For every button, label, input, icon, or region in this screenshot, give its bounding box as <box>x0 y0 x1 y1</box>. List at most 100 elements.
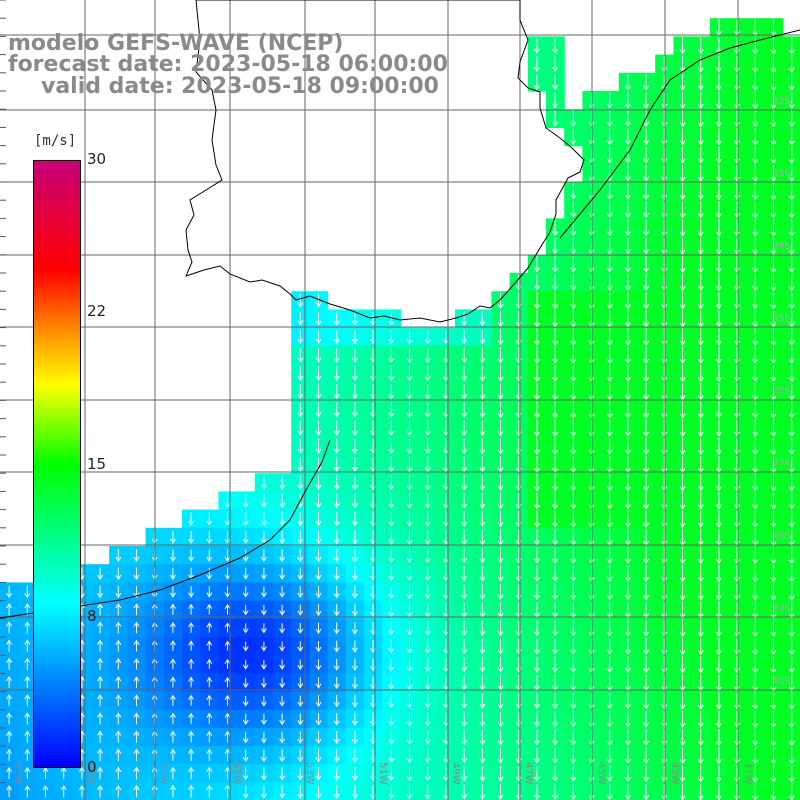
wind-arrow <box>552 638 559 655</box>
wind-arrow <box>97 694 104 707</box>
wind-arrow <box>279 785 286 799</box>
wind-arrow <box>715 201 722 219</box>
wind-arrow <box>497 310 504 328</box>
wind-arrow <box>570 492 577 510</box>
wind-arrow <box>406 438 413 455</box>
wind-arrow <box>388 657 395 672</box>
wind-arrow <box>406 566 413 582</box>
wind-arrow <box>388 730 395 745</box>
wind-arrow <box>97 567 104 581</box>
wind-arrow <box>697 419 704 437</box>
wind-arrow <box>133 712 140 725</box>
wind-arrow <box>133 658 140 670</box>
wind-arrow <box>297 622 304 634</box>
wind-arrow <box>169 658 176 670</box>
wind-arrow <box>752 146 759 164</box>
wind-arrow <box>734 91 741 110</box>
wind-arrow <box>388 402 395 418</box>
wind-arrow <box>315 713 322 726</box>
wind-arrow <box>697 601 704 619</box>
coastline-northeast <box>559 29 800 239</box>
wind-arrow <box>206 640 213 651</box>
wind-arrow <box>315 785 322 800</box>
wind-arrow <box>697 565 704 583</box>
wind-arrow <box>624 110 631 128</box>
wind-arrow <box>788 164 795 183</box>
wind-arrow <box>388 330 395 345</box>
wind-arrow <box>97 657 104 670</box>
wind-arrow <box>697 656 704 674</box>
wind-arrow <box>424 639 431 654</box>
colorbar-tick-22: 22 <box>87 302 107 320</box>
wind-arrow <box>624 183 631 200</box>
wind-arrow <box>770 182 777 201</box>
wind-arrow <box>133 549 140 562</box>
wind-arrow <box>606 583 613 601</box>
wind-arrow <box>351 766 358 781</box>
wind-arrow <box>643 237 650 255</box>
wind-arrow <box>297 438 304 454</box>
wind-arrow <box>752 182 759 201</box>
wind-arrow <box>260 695 267 707</box>
wind-arrow <box>570 292 577 310</box>
wind-arrow <box>424 657 431 673</box>
wind-arrow <box>679 146 686 164</box>
colorbar <box>33 160 81 768</box>
wind-arrow <box>533 56 540 73</box>
wind-arrow <box>679 128 686 146</box>
wind-arrow <box>424 748 431 764</box>
wind-arrow <box>570 256 577 273</box>
wind-arrow <box>406 456 413 473</box>
wind-arrow <box>643 74 650 91</box>
wind-arrow <box>169 530 176 544</box>
wind-arrow <box>552 219 559 237</box>
wind-arrow <box>788 182 795 201</box>
wind-arrow <box>752 765 759 783</box>
wind-arrow <box>297 659 304 671</box>
wind-arrow <box>661 565 668 583</box>
wind-arrow <box>206 676 213 688</box>
wind-arrow <box>752 510 759 528</box>
wind-arrow <box>169 712 176 725</box>
wind-arrow <box>333 330 340 345</box>
wind-arrow <box>570 328 577 346</box>
axis-labels: 61W 59W 57W 55W 53W 51W 49W 47W 45W 43W 41W 32S 33S 3… <box>12 96 791 785</box>
wind-arrow <box>697 146 704 164</box>
wind-arrow <box>461 748 468 764</box>
wind-arrow <box>661 601 668 619</box>
wind-arrow <box>788 437 795 456</box>
wind-arrow <box>788 492 795 510</box>
wind-arrow <box>333 402 340 418</box>
wind-arrow <box>679 182 686 201</box>
wind-arrow <box>734 201 741 219</box>
wind-arrow <box>643 364 650 383</box>
wind-arrow <box>242 567 249 580</box>
wind-arrow <box>624 547 631 565</box>
wind-arrow <box>643 164 650 182</box>
wind-arrow <box>279 641 286 652</box>
wind-arrow <box>406 675 413 691</box>
wind-arrow <box>24 657 31 670</box>
wind-arrow <box>679 583 686 601</box>
wind-arrow <box>224 694 231 706</box>
wind-arrow <box>770 583 777 601</box>
wind-arrow <box>461 638 468 655</box>
wind-arrow <box>697 92 704 110</box>
wind-arrow <box>734 364 741 383</box>
wind-arrow <box>115 676 122 688</box>
wind-arrow <box>624 128 631 146</box>
wind-arrow <box>260 641 267 652</box>
wind-arrow <box>297 457 304 472</box>
wind-arrow <box>570 729 577 746</box>
wind-arrow <box>297 312 304 326</box>
wind-arrow <box>115 694 122 707</box>
lon-label: 45W <box>596 762 607 785</box>
wind-arrow <box>643 146 650 164</box>
wind-arrow <box>606 346 613 365</box>
wind-arrow <box>497 401 504 419</box>
wind-arrow <box>406 529 413 545</box>
wind-arrow <box>533 492 540 510</box>
wind-arrow <box>606 401 613 419</box>
wind-arrow <box>734 419 741 437</box>
wind-arrow <box>260 767 267 781</box>
